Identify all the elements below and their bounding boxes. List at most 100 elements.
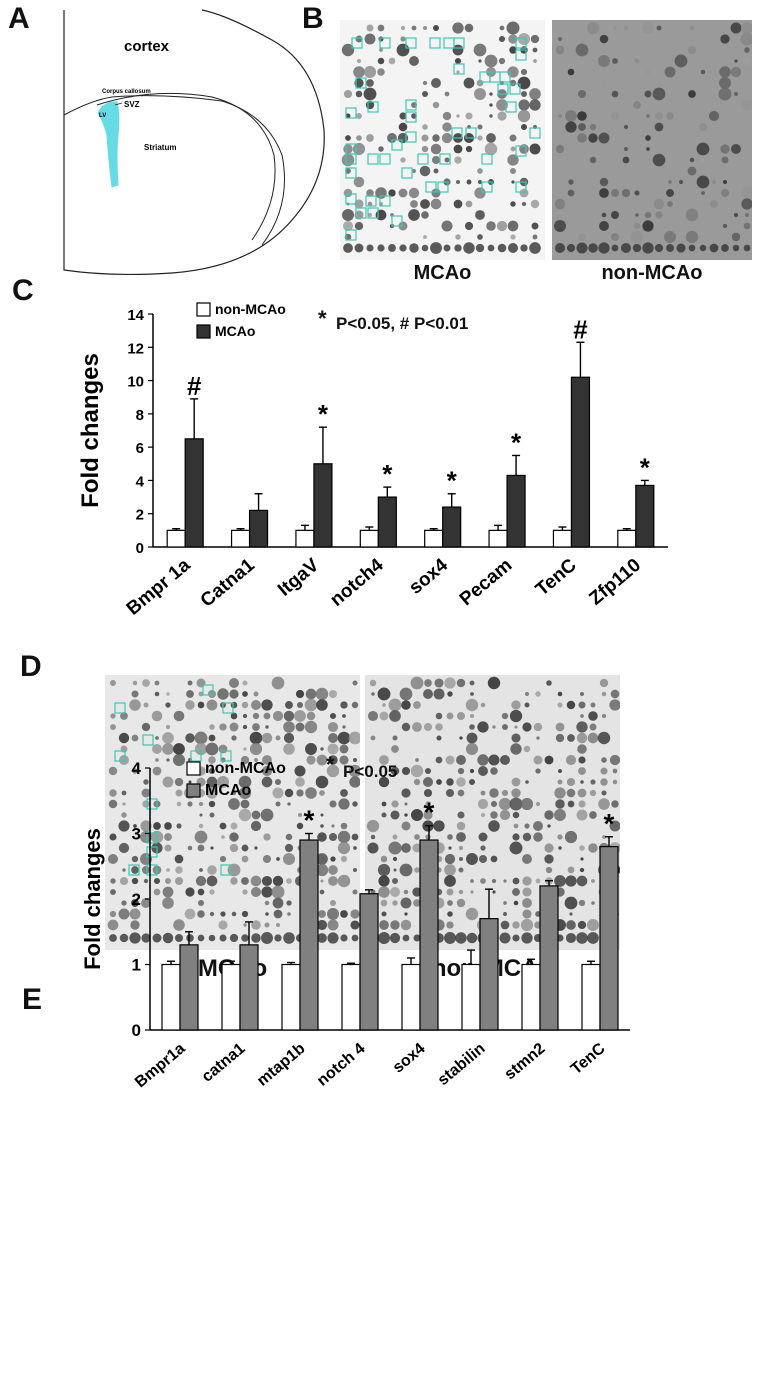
blot-spot	[557, 36, 563, 42]
blot-spot	[503, 879, 507, 883]
blot-spot	[678, 179, 684, 185]
blot-spot	[452, 22, 464, 34]
blot-spot	[197, 888, 205, 896]
blot-spot	[390, 810, 400, 820]
bar-non-mcao	[341, 963, 361, 1031]
blot-spot	[487, 244, 495, 252]
blot-spot	[389, 710, 401, 722]
blot-spot	[261, 886, 273, 898]
blot-spot	[511, 180, 515, 184]
blot-spot	[261, 699, 273, 711]
highlight-box	[146, 864, 158, 876]
blot-spot	[634, 190, 640, 196]
blot-spot	[535, 878, 541, 884]
blot-spot	[143, 779, 149, 785]
blot-spot	[554, 787, 566, 799]
blot-spot	[250, 820, 262, 832]
blot-spot	[141, 933, 151, 943]
blot-spot	[340, 934, 348, 942]
blot-spot	[377, 244, 385, 252]
blot-spot	[742, 56, 752, 66]
blot-spot	[118, 842, 130, 854]
blot-spot	[424, 679, 432, 687]
blot-spot	[153, 822, 161, 830]
highlight-box	[379, 195, 391, 207]
blot-spot	[343, 144, 353, 154]
blot-spot	[674, 54, 688, 68]
highlight-box	[391, 139, 403, 151]
blot-spot	[423, 235, 427, 239]
blot-spot	[339, 744, 349, 754]
blot-spot	[576, 875, 588, 887]
blot-spot	[740, 186, 752, 200]
blot-spot	[342, 209, 354, 221]
blot-spot	[522, 887, 532, 897]
blot-spot	[175, 877, 183, 885]
blot-spot	[273, 909, 283, 919]
blot-spot	[621, 188, 631, 198]
blot-spot	[480, 878, 486, 884]
blot-spot	[108, 766, 118, 776]
blot-spot	[340, 910, 348, 918]
blot-spot	[316, 919, 328, 931]
blot-spot	[489, 114, 493, 118]
blot-spot	[566, 788, 576, 798]
blot-spot	[110, 713, 116, 719]
blot-spot	[152, 744, 162, 754]
blot-spot	[108, 799, 118, 809]
blot-spot	[185, 700, 195, 710]
blot-spot	[529, 88, 541, 100]
blot-spot	[327, 919, 339, 931]
blot-spot	[689, 25, 695, 31]
category-label: Bmpr 1a	[123, 554, 195, 619]
blot-spot	[337, 841, 351, 855]
blot-spot	[465, 112, 473, 120]
blot-spot	[486, 221, 496, 231]
blot-spot	[456, 898, 466, 908]
highlight-box	[391, 215, 403, 227]
blot-spot	[522, 876, 532, 886]
blot-spot	[611, 800, 619, 808]
highlight-box	[529, 127, 541, 139]
bar-non-mcao	[488, 529, 508, 548]
blot-spot	[315, 687, 329, 701]
blot-spot	[436, 779, 442, 785]
blot-spot	[327, 743, 339, 755]
highlight-box	[114, 750, 126, 762]
y-tick-label: 2	[132, 890, 141, 909]
category-label: stabilin	[435, 1040, 489, 1089]
blot-spot	[230, 822, 238, 830]
highlight-box	[355, 207, 367, 219]
y-axis-label: Fold changes	[80, 828, 105, 970]
blot-spot	[590, 702, 596, 708]
blot-spot	[371, 692, 375, 696]
legend-label: MCAo	[205, 782, 251, 799]
blot-spot	[141, 865, 151, 875]
blot-spot	[666, 189, 674, 197]
blot-spot	[544, 810, 554, 820]
blot-spot	[349, 776, 360, 788]
blot-spot	[390, 766, 400, 776]
blot-spot	[454, 244, 462, 252]
blot-spot	[339, 755, 349, 765]
blot-spot	[217, 776, 229, 788]
blot-spot	[745, 213, 749, 217]
blot-spot	[129, 699, 141, 711]
blot-spot	[363, 87, 377, 101]
blot-spot	[480, 790, 486, 796]
blot-spot	[499, 809, 511, 821]
highlight-box	[190, 750, 202, 762]
blot-spot	[452, 44, 464, 56]
blot-spot	[139, 852, 153, 866]
blot-spot	[315, 775, 329, 789]
blot-spot	[589, 123, 597, 131]
blot-spot	[122, 868, 126, 872]
blot-spot	[499, 932, 511, 944]
blot-spot	[414, 867, 420, 873]
blot-spot	[478, 59, 482, 63]
blot-spot	[354, 78, 364, 88]
blot-spot	[413, 778, 421, 786]
blot-spot	[282, 852, 296, 866]
blot-spot	[294, 710, 306, 722]
blot-spot	[197, 701, 205, 709]
